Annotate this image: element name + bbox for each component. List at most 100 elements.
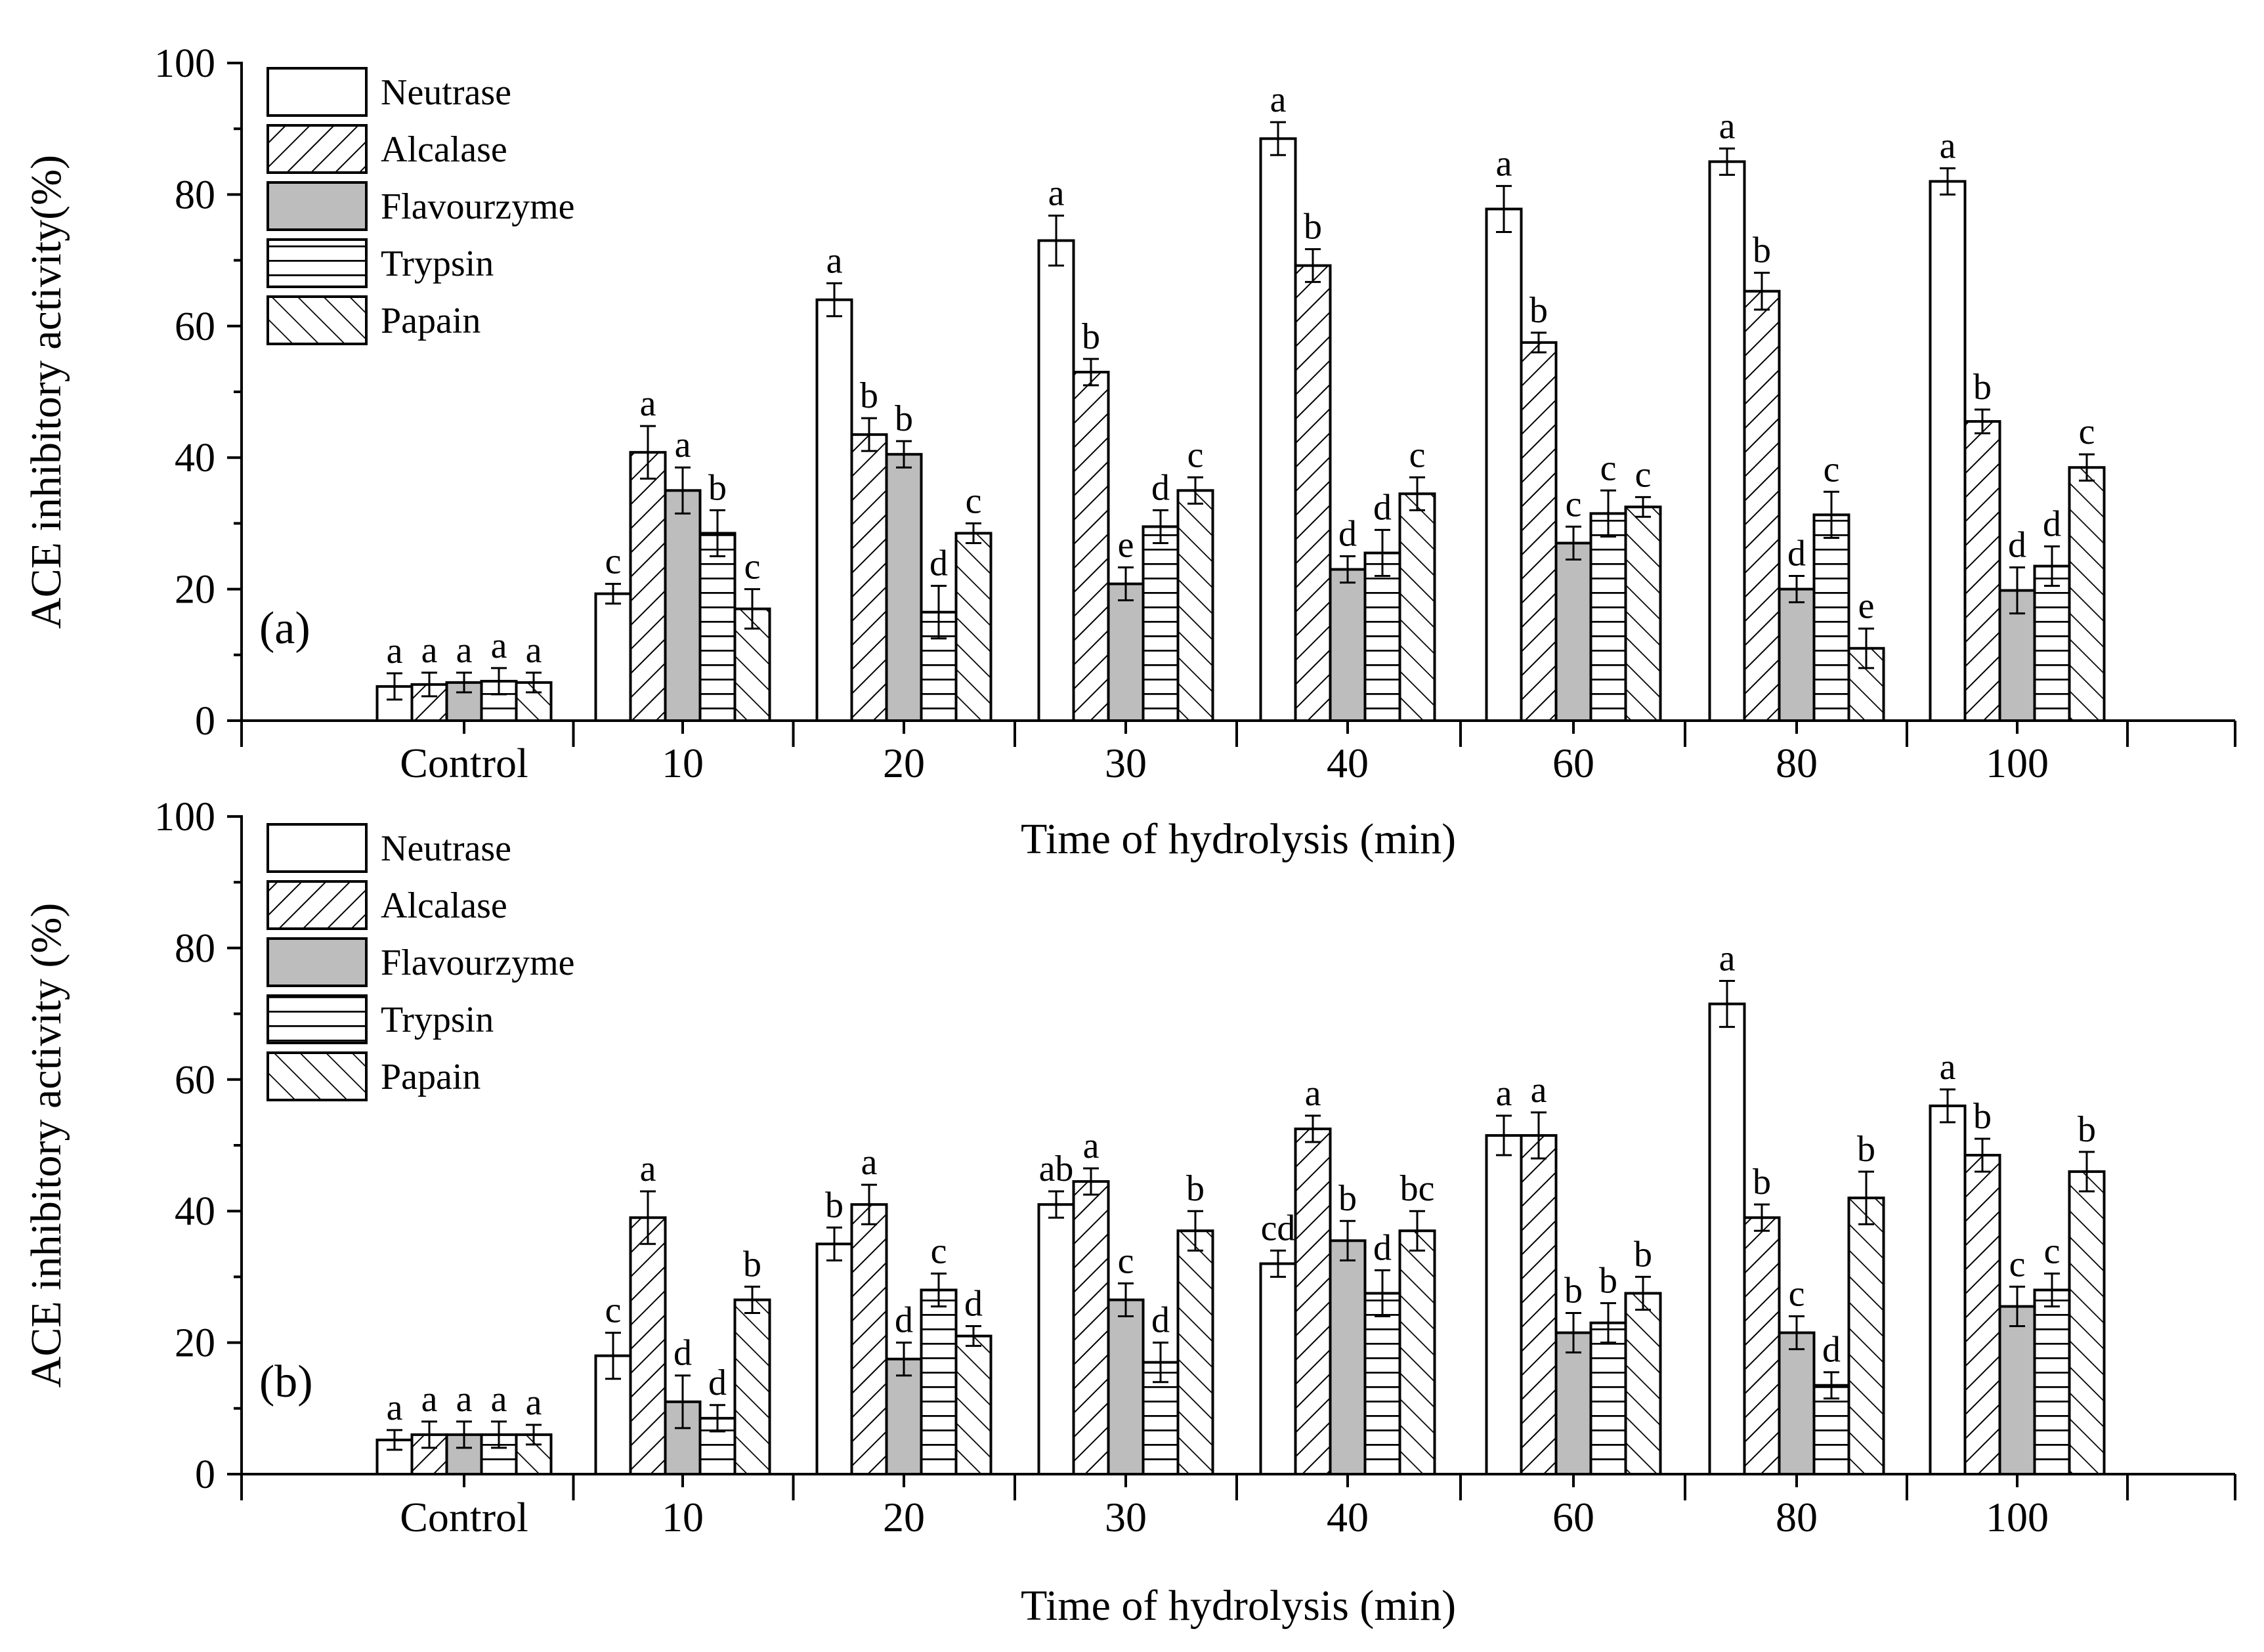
significance-label: a bbox=[1270, 79, 1287, 120]
significance-label: ab bbox=[1039, 1149, 1074, 1189]
bar bbox=[1963, 1154, 2001, 1476]
significance-label: d bbox=[1822, 1330, 1841, 1370]
legend-swatch bbox=[267, 994, 368, 1044]
bar bbox=[2068, 466, 2106, 722]
x-tick-label: Control bbox=[400, 1494, 528, 1540]
significance-label: a bbox=[1496, 143, 1512, 184]
y-axis-title: ACE inhibitory activity(%) bbox=[22, 155, 70, 629]
x-tick-label: 20 bbox=[883, 740, 925, 786]
legend-swatch bbox=[267, 67, 368, 117]
significance-label: c bbox=[2044, 1231, 2061, 1271]
significance-label: e bbox=[1858, 586, 1875, 627]
bar bbox=[1259, 137, 1297, 723]
bar bbox=[594, 592, 632, 723]
significance-label: a bbox=[421, 1379, 438, 1420]
legend-label: Neutrase bbox=[381, 828, 511, 869]
bar bbox=[1554, 541, 1592, 723]
bar bbox=[1520, 341, 1558, 722]
significance-label: a bbox=[1940, 1047, 1956, 1088]
significance-label: b bbox=[1186, 1168, 1205, 1209]
legend-swatch bbox=[267, 823, 368, 873]
significance-label: a bbox=[387, 1387, 403, 1428]
significance-label: c bbox=[931, 1231, 947, 1271]
bar bbox=[1363, 551, 1401, 722]
bar bbox=[1778, 587, 1816, 722]
significance-label: c bbox=[1600, 448, 1617, 488]
significance-label: a bbox=[640, 383, 656, 424]
significance-label: a bbox=[456, 1379, 473, 1420]
legend-swatch bbox=[267, 880, 368, 930]
bar bbox=[1554, 1331, 1592, 1475]
significance-label: a bbox=[526, 630, 542, 671]
significance-label: b bbox=[2078, 1109, 2096, 1150]
bar bbox=[1294, 1127, 1332, 1475]
x-tick-label: 40 bbox=[1327, 1494, 1369, 1540]
bar bbox=[1363, 1292, 1401, 1475]
significance-label: d bbox=[2043, 503, 2061, 544]
legend-swatch bbox=[267, 1051, 368, 1101]
x-axis-title: Time of hydrolysis (min) bbox=[1021, 815, 1456, 863]
significance-label: b bbox=[1753, 1162, 1771, 1202]
bar bbox=[1963, 420, 2001, 723]
significance-label: a bbox=[1083, 1126, 1100, 1166]
significance-label: d bbox=[1373, 1227, 1392, 1268]
y-axis-title: ACE inhibitory activity (%) bbox=[22, 903, 70, 1388]
significance-label: a bbox=[1048, 173, 1065, 213]
legend-swatch bbox=[267, 124, 368, 174]
legend-label: Alcalase bbox=[381, 885, 507, 926]
significance-label: d bbox=[1787, 534, 1806, 574]
bar bbox=[885, 1357, 923, 1475]
significance-label: c bbox=[1824, 449, 1840, 490]
significance-label: cd bbox=[1261, 1208, 1296, 1248]
significance-label: b bbox=[1857, 1129, 1875, 1170]
panel-label: (a) bbox=[259, 603, 310, 654]
significance-label: b bbox=[1082, 316, 1100, 357]
legend-label: Flavourzyme bbox=[381, 942, 574, 983]
bar bbox=[1485, 207, 1523, 723]
legend: Neutrase Alcalase Flavourzyme Trypsin Papain bbox=[267, 823, 574, 1101]
x-tick-label: 80 bbox=[1776, 740, 1818, 786]
y-tick-label: 100 bbox=[154, 795, 215, 839]
significance-label: c bbox=[1409, 434, 1426, 475]
significance-label: a bbox=[826, 241, 843, 282]
bar bbox=[1037, 1203, 1075, 1476]
x-axis-title: Time of hydrolysis (min) bbox=[1021, 1582, 1456, 1630]
bar bbox=[2068, 1170, 2106, 1475]
legend-swatch bbox=[267, 181, 368, 231]
chart-panel-a: 0 20 40 60 80 100 Control 10 20 30 40 60 80 100 Time o… bbox=[22, 41, 2236, 863]
bar bbox=[1624, 1292, 1662, 1475]
significance-label: b bbox=[1599, 1260, 1617, 1301]
significance-label: d bbox=[2008, 525, 2026, 566]
bar bbox=[2033, 1288, 2071, 1475]
y-tick-label: 40 bbox=[175, 1189, 215, 1234]
legend-label: Papain bbox=[381, 1057, 481, 1097]
significance-label: b bbox=[895, 398, 913, 439]
legend-label: Trypsin bbox=[381, 1000, 494, 1040]
legend-label: Trypsin bbox=[381, 244, 494, 284]
legend-swatch bbox=[267, 295, 368, 345]
significance-label: d bbox=[1151, 1300, 1170, 1341]
significance-label: a bbox=[421, 630, 438, 671]
significance-label: d bbox=[673, 1333, 692, 1374]
bar bbox=[1778, 1331, 1816, 1475]
bar bbox=[1743, 1216, 1781, 1475]
bar bbox=[1847, 1197, 1885, 1476]
bar bbox=[1398, 492, 1436, 722]
y-tick-label: 100 bbox=[154, 41, 215, 86]
significance-label: d bbox=[708, 1363, 727, 1403]
bar bbox=[1929, 1104, 1967, 1475]
significance-label: a bbox=[675, 425, 691, 465]
x-tick-label: 10 bbox=[662, 1494, 704, 1540]
x-tick-label: 100 bbox=[1986, 740, 2049, 786]
bar bbox=[733, 1298, 771, 1475]
x-tick-label: Control bbox=[400, 740, 528, 786]
bar bbox=[1176, 489, 1214, 722]
y-tick-label: 60 bbox=[175, 305, 215, 349]
bar bbox=[2033, 564, 2071, 723]
x-tick-label: 20 bbox=[883, 1494, 925, 1540]
bar bbox=[1589, 1321, 1627, 1476]
legend-label: Neutrase bbox=[381, 72, 511, 113]
significance-label: a bbox=[640, 1149, 656, 1189]
bar bbox=[629, 1216, 667, 1475]
x-tick-label: 40 bbox=[1327, 740, 1369, 786]
